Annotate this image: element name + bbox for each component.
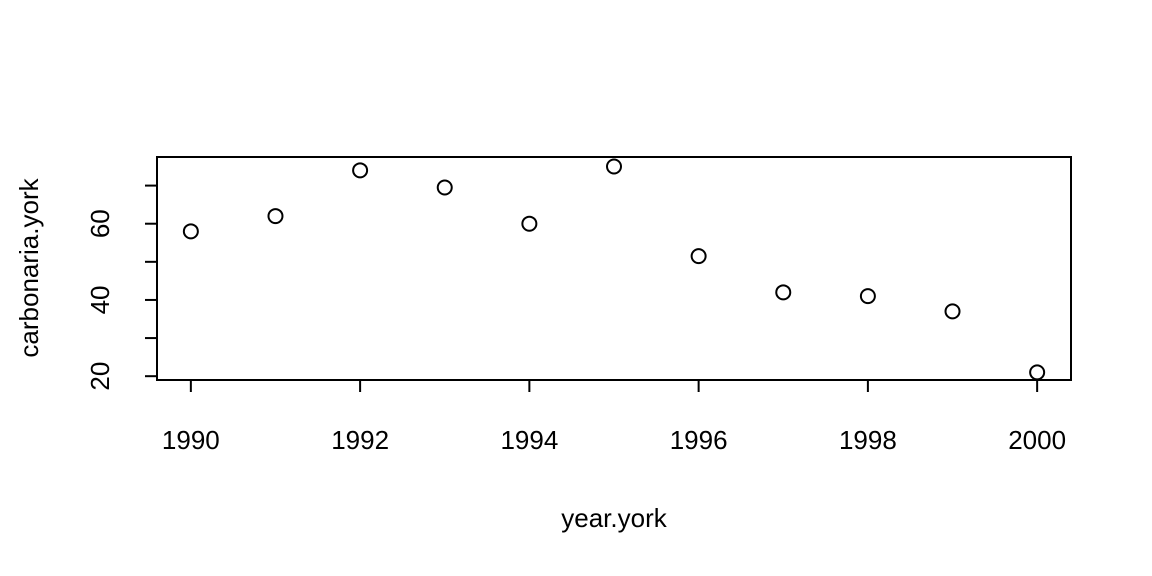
x-tick-label: 2000 bbox=[1008, 425, 1066, 455]
data-point bbox=[182, 223, 199, 240]
data-points bbox=[182, 158, 1046, 381]
y-tick-label: 20 bbox=[85, 362, 115, 391]
data-point bbox=[775, 284, 792, 301]
data-point bbox=[267, 208, 284, 225]
x-tick-label: 1990 bbox=[162, 425, 220, 455]
y-tick-label: 40 bbox=[85, 285, 115, 314]
data-point bbox=[436, 179, 453, 196]
data-point bbox=[521, 215, 538, 232]
y-tick-label: 60 bbox=[85, 209, 115, 238]
x-tick-label: 1992 bbox=[331, 425, 389, 455]
x-tick-label: 1994 bbox=[500, 425, 558, 455]
data-point bbox=[944, 303, 961, 320]
x-axis-label: year.york bbox=[561, 503, 667, 533]
data-point bbox=[606, 158, 622, 175]
plot-frame bbox=[156, 156, 1072, 381]
data-point bbox=[1029, 364, 1046, 381]
x-axis: 1990 1992 1994 1996 1998 2000 bbox=[162, 379, 1066, 455]
y-axis-label: carbonaria.york bbox=[14, 177, 44, 357]
y-axis: 20 40 60 bbox=[85, 184, 158, 391]
data-point bbox=[859, 288, 876, 305]
data-point bbox=[352, 162, 369, 179]
x-tick-label: 1998 bbox=[839, 425, 897, 455]
x-tick-label: 1996 bbox=[670, 425, 728, 455]
data-point bbox=[690, 248, 707, 265]
